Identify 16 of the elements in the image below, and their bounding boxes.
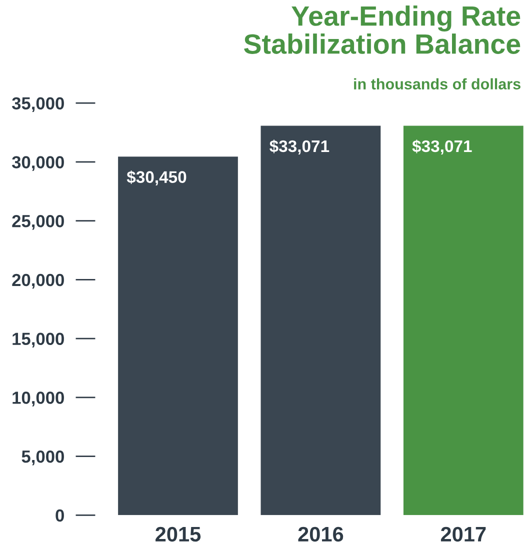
y-tick-label: 0 [56,509,64,522]
y-tick-label: 10,000 [12,392,64,406]
y-tick-label: 15,000 [12,332,64,348]
x-tick-label: 2015 [156,526,201,542]
data-label: $30,450 [126,170,186,186]
y-tick-label: 25,000 [12,214,64,230]
data-label: $33,071 [270,140,330,155]
y-tick-label: 5,000 [22,450,64,466]
data-label: $33,071 [412,140,472,155]
y-tick-label: 30,000 [12,156,64,171]
x-tick-label: 2017 [440,526,486,542]
chart-title: Year-Ending Rate Stabilization Balance [244,6,520,54]
y-tick-label: 20,000 [12,274,64,289]
x-tick-label: 2016 [298,526,344,542]
chart-subtitle: in thousands of dollars [354,78,520,90]
y-tick-label: 35,000 [12,97,64,112]
